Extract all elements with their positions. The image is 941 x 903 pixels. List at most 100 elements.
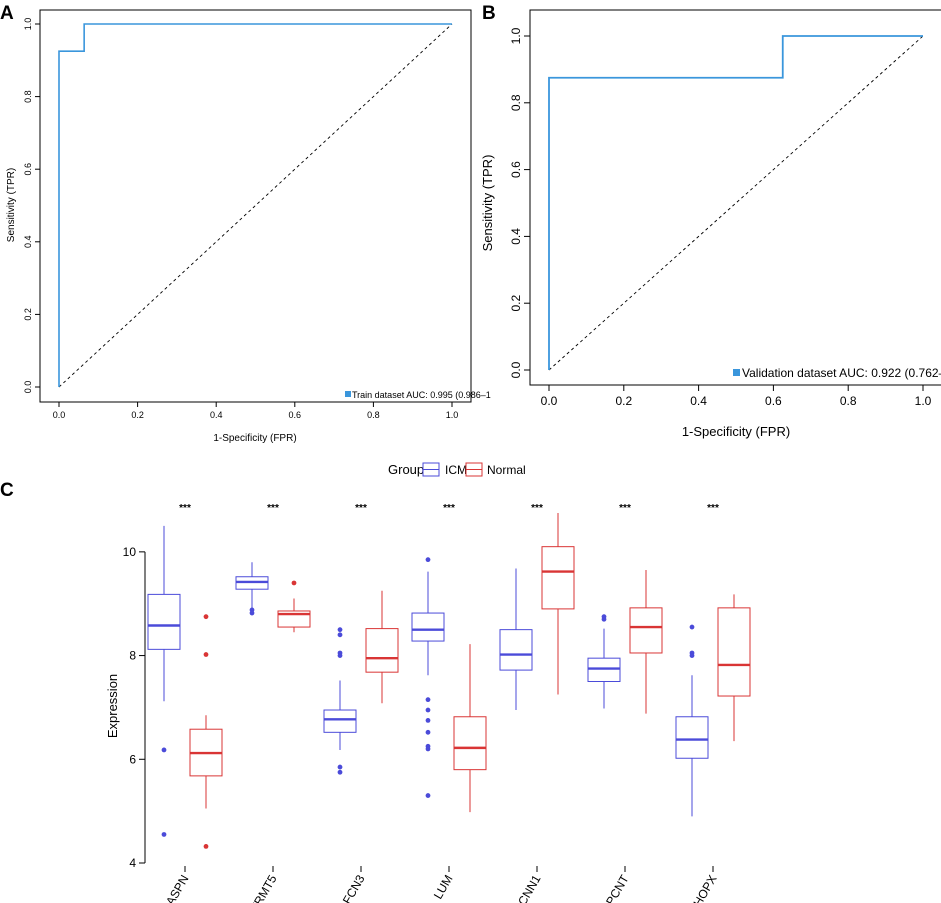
legend-swatch — [733, 369, 740, 376]
outlier-point-1 — [425, 697, 431, 703]
outlier-point-4 — [337, 764, 343, 770]
x-tick-label-2: 0.4 — [690, 394, 707, 408]
outlier-point-0 — [161, 747, 167, 753]
y-tick-label-4: 0.8 — [509, 94, 523, 111]
outlier-point-1 — [161, 832, 167, 837]
significance-fcn3: *** — [355, 503, 367, 514]
outlier-point-2 — [425, 707, 431, 713]
box-legend-title: Group — [388, 462, 424, 477]
roc-b-xlabel: 1-Specificity (FPR) — [682, 424, 790, 439]
significance-hopx: *** — [707, 503, 719, 514]
roc-b-ylabel: Sensitivity (TPR) — [480, 155, 495, 252]
outlier-point-1 — [601, 616, 607, 622]
x-tick-label-trmt5: TRMT5 — [247, 872, 279, 903]
panel-letter-c: C — [0, 480, 14, 501]
y-tick-label-4: 0.8 — [23, 90, 33, 103]
x-tick-label-5: 1.0 — [915, 394, 932, 408]
panel-letter-a: A — [0, 3, 14, 24]
x-tick-label-5: 1.0 — [446, 410, 459, 420]
box-trmt5-normal — [277, 580, 311, 633]
box-aspn-icm — [147, 525, 181, 837]
reference-diagonal — [58, 23, 453, 388]
x-tick-label-0: 0.0 — [541, 394, 558, 408]
y-tick-label-0: 0.0 — [509, 361, 523, 378]
panel-letter-b: B — [482, 3, 496, 24]
significance-cnn1: *** — [531, 503, 543, 514]
legend-key-normal — [465, 462, 483, 477]
iqr-box — [541, 546, 575, 610]
y-tick-label-2: 0.4 — [509, 228, 523, 245]
significance-aspn: *** — [179, 503, 191, 514]
outlier-point-2 — [203, 844, 209, 849]
y-tick-label-2: 0.4 — [23, 236, 33, 249]
iqr-box — [147, 593, 181, 650]
box-pcnt-icm — [587, 614, 621, 709]
x-tick-label-3: 0.6 — [289, 410, 302, 420]
iqr-box — [587, 657, 621, 683]
outlier-point-3 — [337, 653, 343, 658]
legend-swatch — [345, 391, 351, 397]
roc-chart-a: 0.0 0.0 0.2 0.2 0.4 0.4 0.6 0.6 0.8 0.8 1.0 1.0 — [23, 9, 472, 420]
significance-trmt5: *** — [267, 503, 279, 514]
outlier-point-4 — [425, 729, 431, 735]
outlier-point-0 — [425, 557, 431, 563]
outlier-point-2 — [689, 653, 695, 658]
reference-diagonal — [548, 35, 924, 371]
y-tick-label-1: 0.2 — [509, 295, 523, 312]
outlier-point-7 — [425, 793, 431, 798]
outlier-point-0 — [291, 580, 297, 586]
x-tick-label-0: 0.0 — [53, 410, 66, 420]
significance-pcnt: *** — [619, 503, 631, 514]
outlier-point-1 — [337, 632, 343, 638]
legend-key-icm — [422, 462, 440, 477]
y-tick-label-3: 0.6 — [509, 161, 523, 178]
iqr-box — [675, 716, 709, 759]
y-tick-label-3: 0.6 — [23, 163, 33, 176]
box-hopx-normal — [717, 594, 751, 742]
roc-a-ylabel: Sensitivity (TPR) — [6, 168, 17, 242]
outlier-point-0 — [337, 627, 343, 633]
significance-lum: *** — [443, 503, 455, 514]
outlier-point-6 — [425, 746, 431, 752]
box-aspn-normal — [189, 614, 223, 849]
x-tick-label-hopx: HOPX — [690, 873, 719, 903]
box-ylabel: Expression — [105, 674, 120, 738]
box-lum-icm — [411, 557, 445, 798]
box-pcnt-normal — [629, 570, 663, 714]
iqr-box — [411, 612, 445, 642]
x-tick-label-fcn3: FCN3 — [340, 872, 368, 903]
x-tick-label-1: 0.2 — [615, 394, 632, 408]
y-tick-label-1: 0.2 — [23, 308, 33, 321]
box-trmt5-icm — [235, 562, 269, 616]
x-tick-label-cnn1: CNN1 — [515, 872, 544, 903]
plot-frame — [39, 9, 472, 403]
roc-curve — [548, 35, 923, 370]
box-lum-normal — [453, 644, 487, 813]
iqr-box — [453, 716, 487, 771]
y-tick-label-0: 0.0 — [23, 381, 33, 394]
y-tick-label-0: 4 — [129, 856, 136, 870]
roc-a-xlabel: 1-Specificity (FPR) — [213, 433, 296, 444]
x-tick-label-2: 0.4 — [210, 410, 223, 420]
iqr-box — [717, 607, 751, 697]
boxplot-chart-c: 4 6 8 10 ASPN *** TRMT5 *** FCN3 *** LUM *** CNN1 ***… — [123, 462, 751, 903]
iqr-box — [499, 629, 533, 671]
iqr-box — [629, 607, 663, 654]
x-tick-label-pcnt: PCNT — [603, 872, 632, 903]
outlier-point-3 — [425, 717, 431, 723]
x-tick-label-4: 0.8 — [840, 394, 857, 408]
outlier-point-0 — [203, 614, 209, 620]
y-tick-label-2: 8 — [129, 649, 136, 663]
outlier-point-1 — [249, 610, 255, 616]
outlier-point-1 — [203, 652, 209, 657]
iqr-box — [365, 628, 399, 673]
x-tick-label-4: 0.8 — [367, 410, 380, 420]
outlier-point-5 — [337, 769, 343, 775]
x-tick-label-1: 0.2 — [131, 410, 144, 420]
roc-chart-b: 0.0 0.0 0.2 0.2 0.4 0.4 0.6 0.6 0.8 0.8 1.0 1.0 — [509, 9, 941, 408]
box-fcn3-normal — [365, 590, 399, 704]
roc-a-legend-label: Train dataset AUC: 0.995 (0.986–1 — [352, 390, 491, 400]
roc-b-legend-label: Validation dataset AUC: 0.922 (0.762–1 — [742, 366, 941, 380]
box-hopx-icm — [675, 624, 709, 817]
y-tick-label-5: 1.0 — [509, 27, 523, 44]
